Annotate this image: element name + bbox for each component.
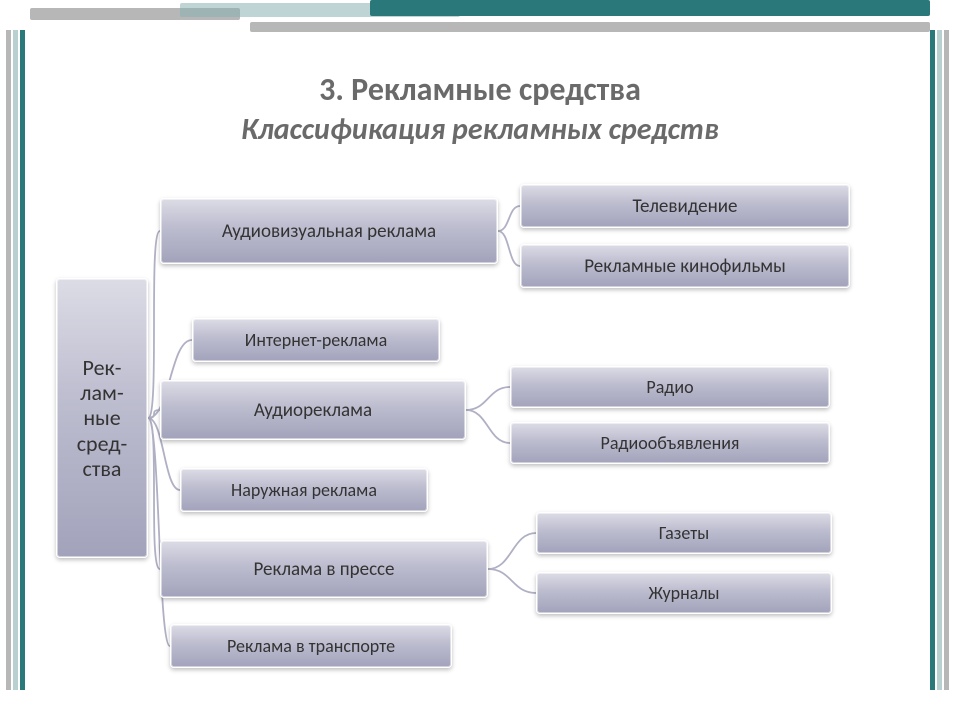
node-zhurn: Журналы: [536, 572, 832, 614]
node-root: Рек- лам- ные сред- ства: [56, 278, 148, 558]
slide: 3. Рекламные средства Классификация рекл…: [0, 0, 960, 720]
node-radio: Радио: [510, 366, 830, 408]
node-press: Реклама в прессе: [160, 540, 488, 598]
node-radioa: Радиообъявления: [510, 422, 830, 464]
node-outdoor: Наружная реклама: [180, 468, 428, 512]
diagram: Рек- лам- ные сред- стваАудиовизуальная …: [0, 0, 960, 720]
node-films: Рекламные кинофильмы: [520, 244, 850, 288]
node-gazety: Газеты: [536, 512, 832, 554]
node-tv: Телевидение: [520, 184, 850, 228]
node-transp: Реклама в транспорте: [170, 624, 452, 668]
node-audio: Аудиореклама: [160, 380, 466, 440]
node-inet: Интернет-реклама: [192, 318, 440, 362]
node-audiov: Аудиовизуальная реклама: [160, 198, 498, 264]
